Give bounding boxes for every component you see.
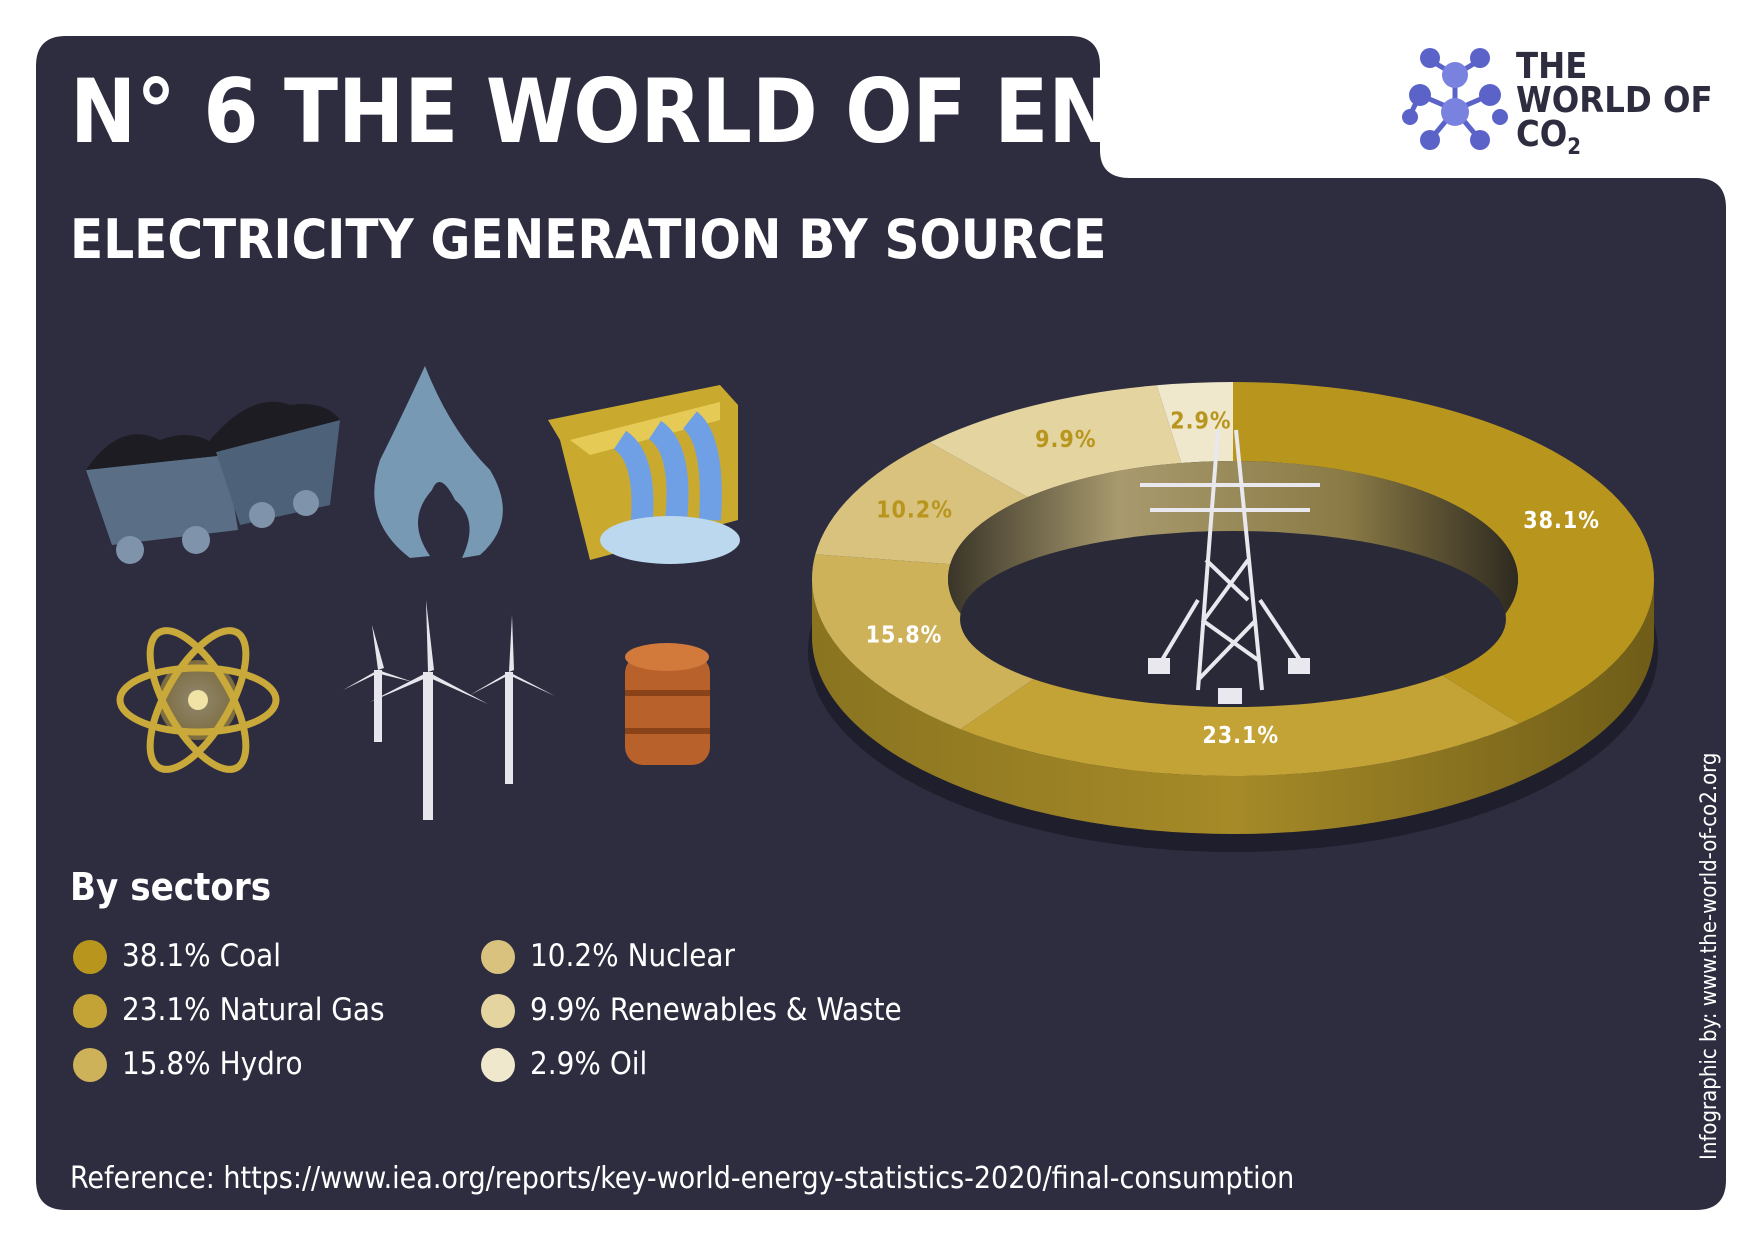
gas-icon	[374, 366, 503, 558]
legend-swatch	[73, 940, 107, 974]
legend-value: 23.1%	[122, 992, 211, 1028]
credit: Infographic by: www.the-world-of-co2.org	[1697, 753, 1722, 1160]
slice	[815, 442, 1028, 565]
legend-entry: 9.9% Renewables & Waste	[530, 992, 902, 1028]
slice-label: 38.1%	[1523, 508, 1600, 534]
legend-value: 38.1%	[122, 938, 211, 974]
donut-chart: 38.1% 23.1% 15.8% 10.2% 9.9% 2.9%	[808, 382, 1658, 852]
legend-value: 10.2%	[530, 938, 619, 974]
oil-icon	[625, 643, 710, 765]
legend-entry: 10.2% Nuclear	[530, 938, 735, 974]
slice-label: 2.9%	[1170, 409, 1231, 435]
slice-label: 10.2%	[876, 498, 953, 524]
slice	[1156, 382, 1233, 463]
legend-entry: 23.1% Natural Gas	[122, 992, 385, 1028]
slice-label: 15.8%	[866, 623, 943, 649]
header-title: THE WORLD OF ENERGY	[284, 60, 1352, 163]
slice-label: 23.1%	[1202, 723, 1279, 749]
chart-title: ELECTRICITY GENERATION BY SOURCE	[70, 208, 1106, 271]
pylon-icon	[1140, 429, 1320, 704]
slice	[811, 554, 1049, 730]
legend-label: Nuclear	[628, 938, 736, 974]
logo-icon	[1402, 48, 1508, 150]
hydro-icon	[548, 385, 740, 564]
legend-swatch	[73, 994, 107, 1028]
logo-line: WORLD OF	[1516, 80, 1713, 121]
legend-swatch	[73, 1048, 107, 1082]
legend-entry: 2.9% Oil	[530, 1046, 647, 1082]
donut-side	[812, 579, 1654, 834]
legend-value: 9.9%	[530, 992, 601, 1028]
legend-value: 2.9%	[530, 1046, 601, 1082]
legend-label: Oil	[610, 1046, 647, 1082]
legend-title: By sectors	[70, 865, 271, 909]
legend-entry: 38.1% Coal	[122, 938, 281, 974]
legend-label: Coal	[220, 938, 281, 974]
reference: Reference: https://www.iea.org/reports/k…	[70, 1161, 1294, 1196]
logo-line: THE	[1516, 46, 1587, 87]
legend-label: Natural Gas	[220, 992, 385, 1028]
logo-line: CO2	[1516, 114, 1581, 160]
legend-label: Renewables & Waste	[610, 992, 902, 1028]
logo-line: CO	[1516, 114, 1567, 155]
legend-swatch	[481, 940, 515, 974]
legend-label: Hydro	[220, 1046, 303, 1082]
legend-swatch	[481, 1048, 515, 1082]
slice	[929, 385, 1182, 498]
legend-swatch	[481, 994, 515, 1028]
donut-hole	[960, 531, 1506, 707]
slice-label: 9.9%	[1035, 427, 1096, 453]
issue-number: N° 6	[70, 60, 258, 163]
wind-icon	[343, 600, 555, 820]
nuclear-icon	[116, 627, 280, 773]
slice	[1233, 382, 1654, 724]
logo-subscript: 2	[1567, 135, 1581, 160]
legend-entry: 15.8% Hydro	[122, 1046, 303, 1082]
coal-icon	[86, 401, 340, 564]
legend-value: 15.8%	[122, 1046, 211, 1082]
